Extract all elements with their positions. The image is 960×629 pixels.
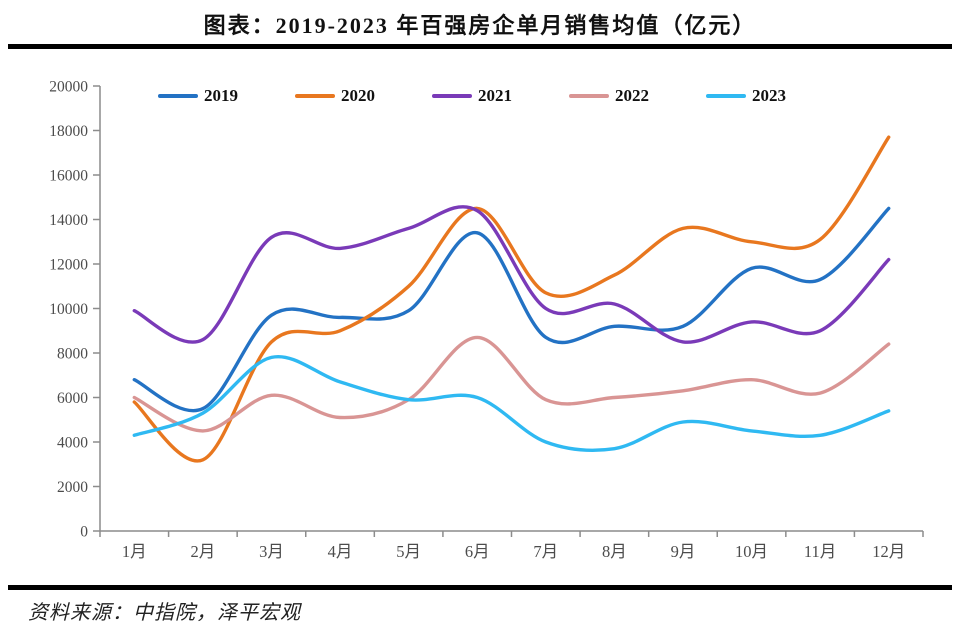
series-line-2023 xyxy=(132,354,891,453)
y-tick-label: 14000 xyxy=(49,212,88,229)
series-line-2019 xyxy=(132,206,891,413)
legend-line-swatch xyxy=(158,94,198,98)
legend-item-2022: 2022 xyxy=(569,86,649,106)
x-tick-label: 12月 xyxy=(872,542,905,561)
y-tick-label: 4000 xyxy=(57,434,88,451)
x-tick-label: 3月 xyxy=(259,542,284,561)
x-tick-label: 9月 xyxy=(671,542,696,561)
legend-label: 2023 xyxy=(752,86,786,105)
legend-line-swatch xyxy=(569,94,609,98)
legend-label: 2022 xyxy=(615,86,649,105)
series-line-2020 xyxy=(132,135,891,463)
x-tick-label: 8月 xyxy=(602,542,627,561)
chart-legend: 2019 2020 2021 2022 2023 xyxy=(158,86,786,106)
legend-line-swatch xyxy=(295,94,335,98)
x-tick-label: 1月 xyxy=(122,542,147,561)
legend-item-2019: 2019 xyxy=(158,86,238,106)
legend-label: 2021 xyxy=(478,86,512,105)
top-rule xyxy=(8,44,952,49)
x-tick-label: 11月 xyxy=(804,542,836,561)
y-tick-label: 2000 xyxy=(57,479,88,496)
legend-label: 2019 xyxy=(204,86,238,105)
legend-item-2021: 2021 xyxy=(432,86,512,106)
y-tick-label: 16000 xyxy=(49,167,88,184)
y-tick-label: 0 xyxy=(80,523,88,540)
x-tick-label: 7月 xyxy=(533,542,558,561)
x-tick-label: 4月 xyxy=(328,542,353,561)
x-tick-label: 10月 xyxy=(735,542,768,561)
x-tick-label: 6月 xyxy=(465,542,490,561)
legend-line-swatch xyxy=(706,94,746,98)
y-tick-label: 10000 xyxy=(49,301,88,318)
source-attribution: 资料来源：中指院，泽平宏观 xyxy=(28,602,301,624)
y-tick-label: 8000 xyxy=(57,345,88,362)
chart-title: 图表：2019-2023 年百强房企单月销售均值（亿元） xyxy=(203,13,757,38)
y-tick-label: 20000 xyxy=(49,78,88,95)
legend-label: 2020 xyxy=(341,86,375,105)
legend-item-2023: 2023 xyxy=(706,86,786,106)
legend-item-2020: 2020 xyxy=(295,86,375,106)
y-tick-label: 12000 xyxy=(49,256,88,273)
bottom-rule xyxy=(8,585,952,590)
y-tick-label: 6000 xyxy=(57,390,88,407)
legend-line-swatch xyxy=(432,94,472,98)
x-tick-label: 2月 xyxy=(191,542,216,561)
y-tick-label: 18000 xyxy=(49,123,88,140)
series-line-2022 xyxy=(132,335,891,433)
x-tick-label: 5月 xyxy=(396,542,421,561)
series-line-2021 xyxy=(132,205,891,344)
